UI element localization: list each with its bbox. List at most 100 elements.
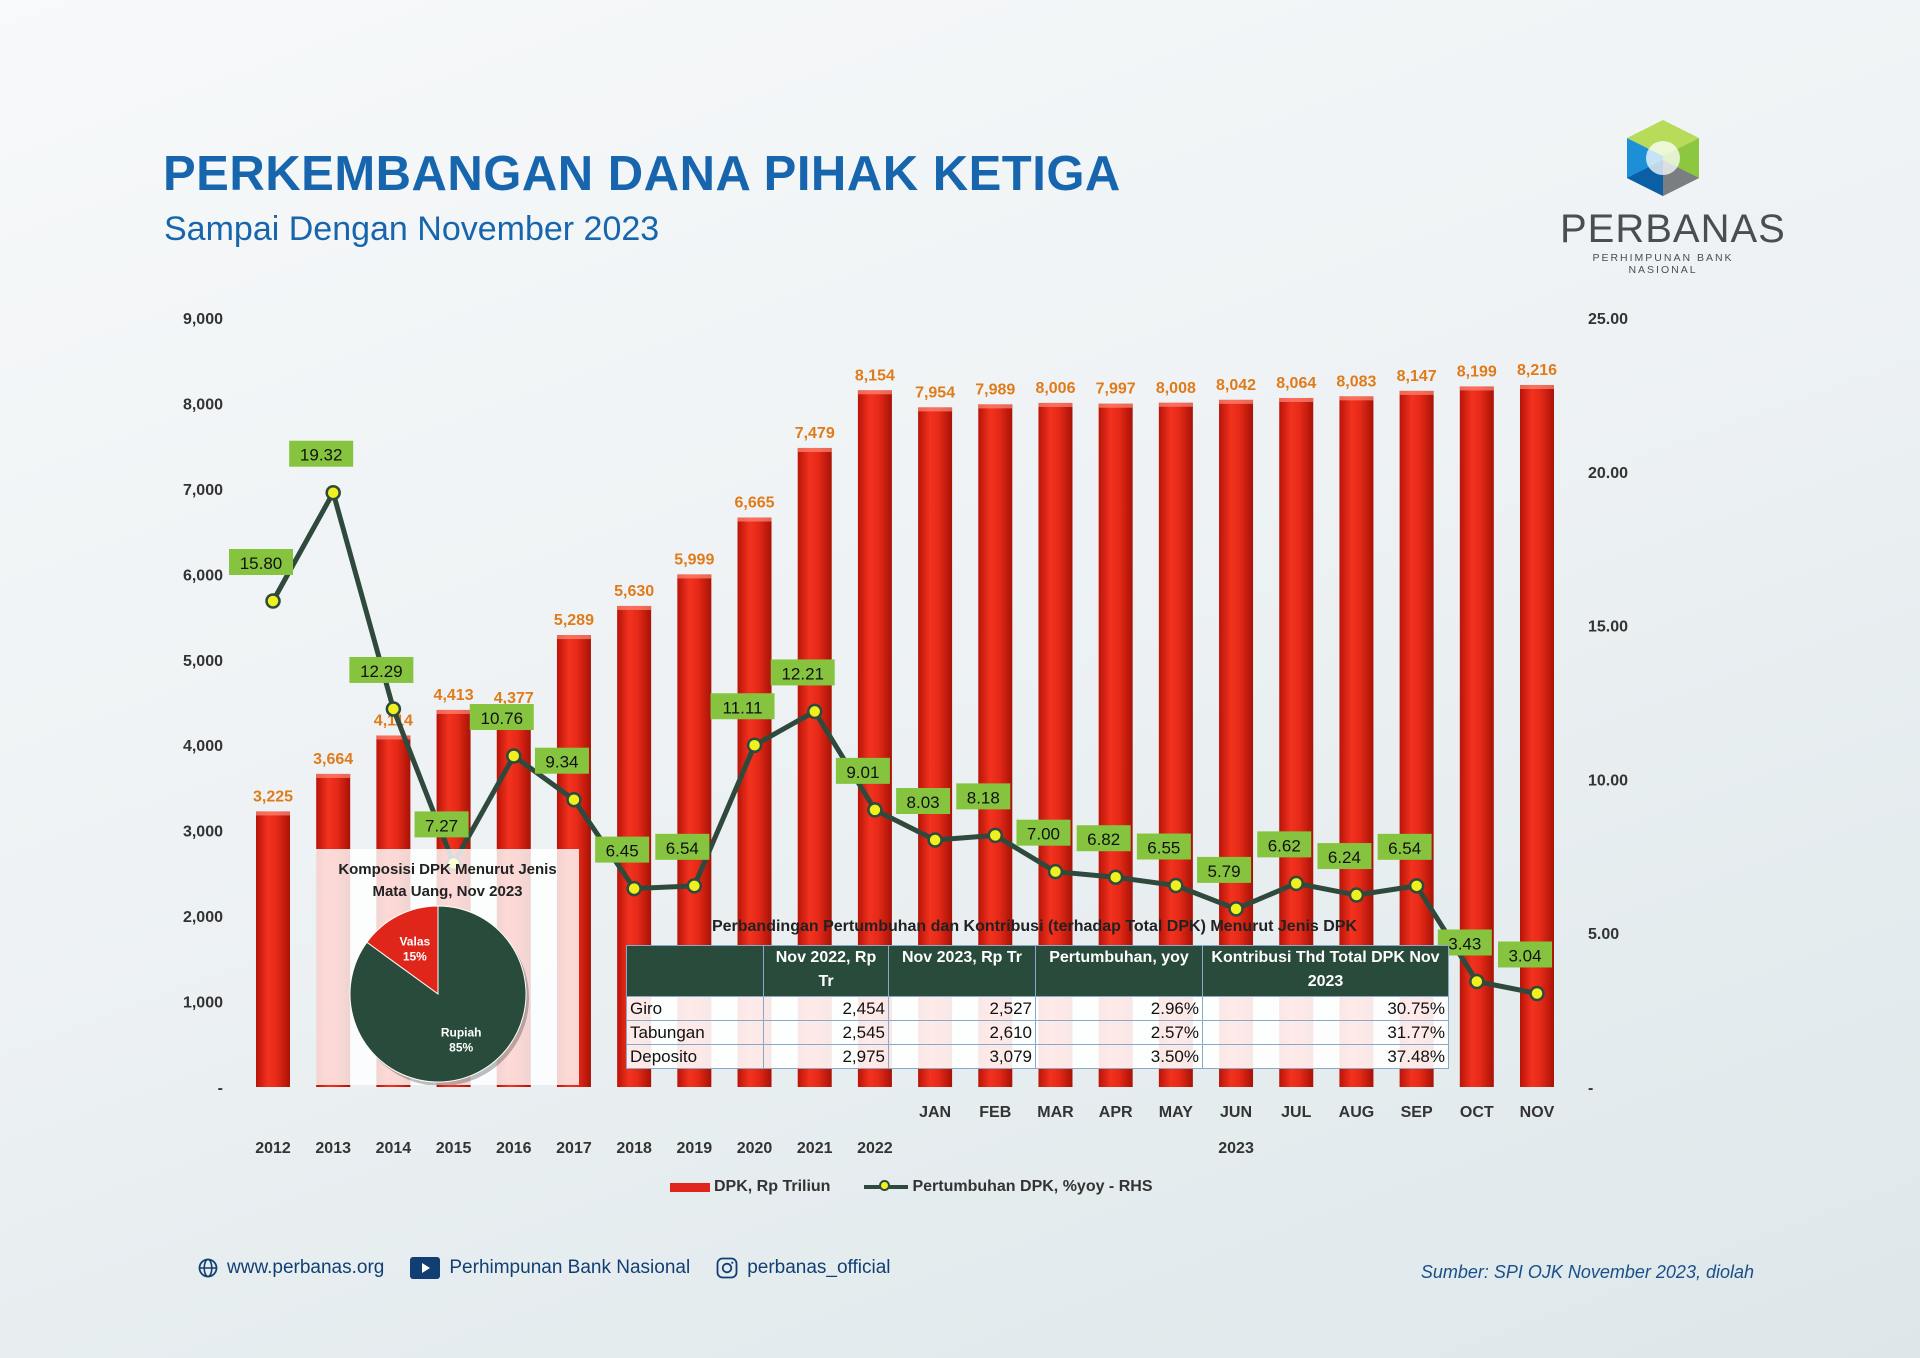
bar-highlight — [1279, 397, 1314, 402]
instagram-link[interactable]: perbanas_official — [716, 1257, 891, 1279]
bar-highlight — [1038, 402, 1073, 407]
bar-value-label: 5,999 — [674, 551, 714, 568]
y-left-tick: 9,000 — [183, 311, 223, 328]
legend-bar-swatch — [670, 1182, 710, 1192]
y-left-tick: 1,000 — [183, 995, 223, 1012]
bar-highlight — [256, 811, 290, 816]
growth-marker — [1288, 875, 1304, 892]
growth-label-text: 12.21 — [781, 664, 824, 683]
bar-highlight — [556, 635, 591, 640]
growth-label-box — [534, 747, 589, 774]
x-tick-label: MAR — [1037, 1104, 1074, 1121]
y-left-tick: 6,000 — [183, 567, 223, 584]
dpk-bar — [1459, 386, 1494, 1087]
growth-label-box — [414, 811, 469, 838]
growth-label-text: 8.18 — [967, 788, 1000, 807]
growth-label-box — [1498, 941, 1552, 968]
table-row: Tabungan 2,545 2,610 2.57% 31.77% — [626, 1020, 1449, 1045]
growth-marker — [987, 827, 1004, 844]
chart-legend: DPK, Rp Triliun Pertumbuhan DPK, %yoy - … — [670, 1178, 1152, 1196]
x-tick-label: OCT — [1460, 1104, 1494, 1121]
legend-line-label: Pertumbuhan DPK, %yoy - RHS — [912, 1178, 1153, 1195]
col-header: Nov 2023, Rp Tr — [888, 945, 1036, 997]
bar-value-label: 8,147 — [1397, 368, 1437, 385]
bar-value-label: 7,954 — [915, 384, 955, 401]
growth-label-text: 8.03 — [907, 793, 940, 812]
pie-slice-valas — [366, 905, 439, 995]
bar-value-label: 8,154 — [855, 367, 895, 384]
perbanas-logo: PERBANAS PERHIMPUNAN BANK NASIONAL — [1560, 118, 1785, 276]
growth-marker — [1107, 869, 1124, 885]
growth-value-label: 6.62 — [1257, 831, 1312, 858]
logo-tagline: PERHIMPUNAN BANK NASIONAL — [1592, 252, 1734, 276]
growth-label-box — [1136, 833, 1191, 860]
bar-value-label: 8,083 — [1336, 373, 1376, 390]
bar-value-label: 8,008 — [1156, 380, 1196, 397]
growth-value-label: 11.11 — [710, 693, 775, 720]
bar-value-label: 4,114 — [374, 712, 413, 729]
growth-label-box — [956, 783, 1011, 810]
growth-value-label: 7.27 — [414, 811, 469, 838]
y-right-tick: 5.00 — [1588, 926, 1619, 943]
growth-marker — [325, 484, 341, 501]
youtube-link[interactable]: Perhimpunan Bank Nasional — [410, 1257, 690, 1279]
y-right-tick: 10.00 — [1588, 772, 1628, 789]
y-left-tick: 2,000 — [183, 909, 223, 926]
pie-slice-name: Valas — [399, 935, 430, 949]
growth-label-text: 6.24 — [1328, 848, 1361, 867]
table-row: Giro 2,454 2,527 2.96% 30.75% — [626, 996, 1449, 1021]
table-cell: 30.75% — [1202, 996, 1449, 1021]
growth-label-text: 6.54 — [666, 839, 699, 858]
x-tick-label: JUN — [1220, 1104, 1252, 1121]
growth-value-label: 6.55 — [1136, 833, 1191, 860]
growth-label-text: 6.55 — [1147, 839, 1180, 858]
table-cell: 31.77% — [1202, 1020, 1449, 1045]
growth-marker — [867, 802, 883, 818]
growth-value-label: 5.79 — [1197, 856, 1252, 883]
growth-label-text: 7.00 — [1027, 825, 1060, 844]
y-left-tick: 8,000 — [183, 396, 223, 413]
x-tick-label: 2020 — [737, 1140, 773, 1157]
bar-highlight — [737, 517, 772, 522]
growth-label-box — [1317, 843, 1372, 870]
growth-value-label: 8.03 — [896, 787, 951, 814]
x-tick-label: 2022 — [857, 1140, 893, 1157]
x-tick-label: 2018 — [616, 1140, 652, 1157]
bar-value-label: 3,225 — [253, 788, 293, 805]
growth-label-box — [469, 704, 534, 731]
x-group-label: 2023 — [1218, 1140, 1254, 1157]
growth-label-box — [896, 787, 951, 814]
y-left-tick: 5,000 — [183, 653, 223, 670]
x-tick-label: 2014 — [376, 1140, 412, 1157]
growth-label-box — [1377, 833, 1432, 860]
pie-slice-name: Rupiah — [441, 1025, 482, 1039]
growth-value-label: 3.04 — [1498, 941, 1552, 968]
growth-label-text: 19.32 — [300, 446, 343, 465]
growth-label-text: 6.82 — [1087, 830, 1120, 849]
bar-highlight — [1399, 390, 1434, 395]
y-right-tick: - — [1588, 1080, 1593, 1097]
growth-marker — [566, 791, 582, 808]
table-cell: 2,545 — [763, 1020, 889, 1045]
y-left-tick: 7,000 — [183, 482, 223, 499]
table-cell: 3.50% — [1035, 1044, 1203, 1069]
globe-icon — [198, 1258, 218, 1278]
growth-marker — [265, 593, 281, 609]
table-cell: Tabungan — [626, 1020, 764, 1045]
growth-value-label: 15.80 — [229, 548, 293, 575]
page-title: PERKEMBANGAN DANA PIHAK KETIGA — [163, 147, 1121, 201]
x-tick-label: 2012 — [255, 1140, 291, 1157]
footer: www.perbanas.org Perhimpunan Bank Nasion… — [198, 1257, 917, 1279]
col-header — [626, 945, 764, 997]
bar-highlight — [1219, 399, 1254, 404]
growth-value-label: 19.32 — [289, 440, 354, 467]
growth-label-text: 5.79 — [1208, 862, 1241, 881]
growth-marker — [1408, 878, 1425, 894]
page-subtitle: Sampai Dengan November 2023 — [164, 210, 660, 248]
growth-label-text: 3.43 — [1448, 934, 1481, 953]
growth-value-label: 3.43 — [1437, 929, 1492, 956]
website-link[interactable]: www.perbanas.org — [198, 1257, 384, 1279]
table-cell: 37.48% — [1202, 1044, 1449, 1069]
growth-marker — [806, 703, 823, 720]
